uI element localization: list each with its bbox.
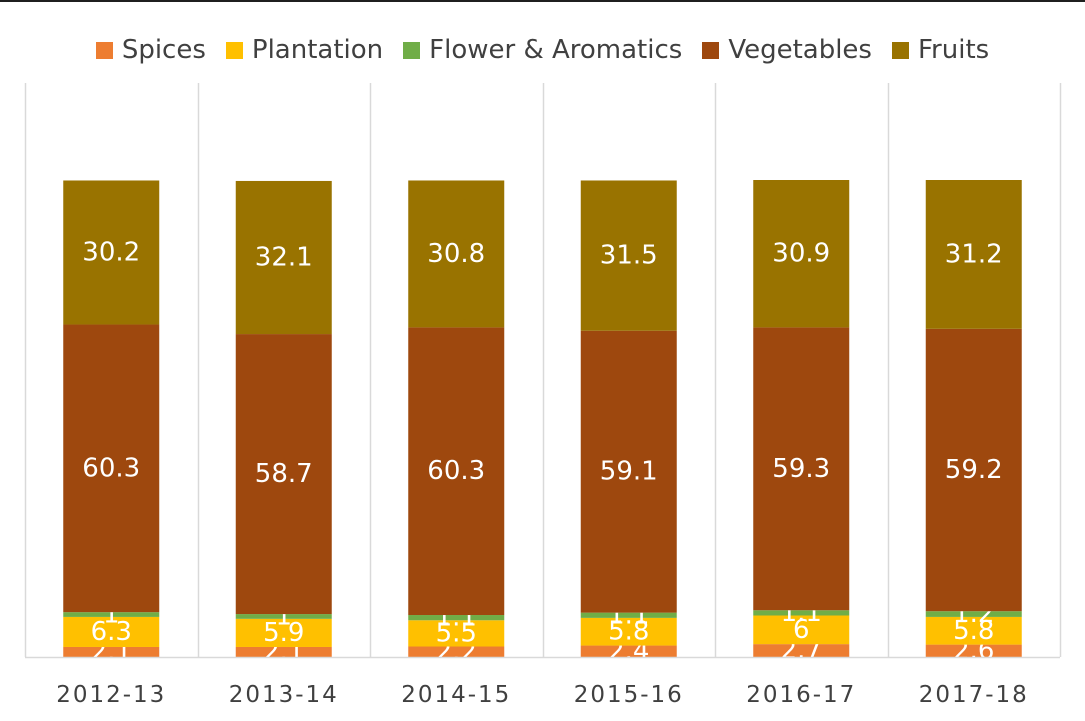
data-label: 30.9 [772,239,830,269]
data-label: 31.5 [600,241,658,271]
legend-label: Flower & Aromatics [429,35,683,65]
bar-segment-spices [753,644,850,657]
bar-segment-fruits [408,180,505,328]
legend-swatch [702,41,720,59]
x-tick-label: 2016-17 [746,682,856,708]
data-label: 59.2 [945,455,1003,485]
bar-segment-spices [580,645,677,657]
bar-segment-fruits [580,180,677,331]
bar-segment-flower-aromatics [235,614,332,619]
bar-segment-flower-aromatics [580,612,677,618]
bar-segment-fruits [63,180,160,325]
data-label: 5.5 [436,618,477,648]
bar-segment-flower-aromatics [925,611,1022,617]
legend-item-fruits: Fruits [891,35,990,65]
bar-segment-vegetables [63,324,160,613]
legend-item-spices: Spices [95,35,206,65]
legend-label: Vegetables [728,35,872,65]
x-tick-label: 2013-14 [229,682,339,708]
bar-segment-plantation [235,618,332,647]
legend-swatch [891,41,909,59]
top-border-line [0,0,1085,2]
data-label: 59.3 [772,454,830,484]
x-tick-label: 2012-13 [56,682,166,708]
data-label: 5.8 [953,616,994,646]
bar-segment-spices [925,644,1022,657]
legend-item-plantation: Plantation [225,35,384,65]
legend-label: Plantation [251,35,384,65]
bar-segment-spices [235,646,332,657]
legend-swatch [403,41,421,59]
data-label: 31.2 [945,239,1003,269]
legend-label: Fruits [917,35,990,65]
bar-segment-plantation [753,615,850,645]
bar-segment-flower-aromatics [63,612,160,617]
legend-item-flower-aromatics: Flower & Aromatics [403,35,682,65]
bar-segment-fruits [925,180,1022,329]
legend-item-vegetables: Vegetables [702,35,872,65]
data-label: 32.1 [255,243,313,273]
x-tick-label: 2017-18 [919,682,1029,708]
data-label: 59.1 [600,457,658,487]
data-label: 58.7 [255,459,313,489]
data-label: 5.9 [263,618,304,648]
bar-segment-fruits [235,180,332,335]
bar-segment-flower-aromatics [753,610,850,616]
legend-swatch [225,41,243,59]
bar-segment-flower-aromatics [408,615,505,621]
bar-segment-spices [63,646,160,657]
data-label: 60.3 [82,453,140,483]
legend: Spices Plantation Flower & Aromatics Vegeta… [0,30,1085,70]
bar-segment-plantation [63,616,160,647]
bar-segment-fruits [753,180,850,328]
bar-segment-plantation [925,616,1022,645]
data-label: 5.8 [608,617,649,647]
data-label: 6.3 [91,617,132,647]
data-label: 30.8 [427,239,485,269]
bar-segment-vegetables [580,330,677,613]
bar-segment-vegetables [753,327,850,611]
bar-segment-plantation [580,617,677,646]
data-label: 30.2 [82,238,140,268]
bar-segment-vegetables [235,334,332,615]
data-label: 6 [793,615,810,645]
bar-segment-vegetables [925,328,1022,612]
bar-segment-spices [408,646,505,657]
data-label: 60.3 [427,456,485,486]
x-tick-label: 2015-16 [574,682,684,708]
bar-segment-plantation [408,620,505,647]
bar-segment-vegetables [408,327,505,616]
legend-swatch [95,41,113,59]
legend-label: Spices [121,35,206,65]
x-tick-label: 2014-15 [401,682,511,708]
